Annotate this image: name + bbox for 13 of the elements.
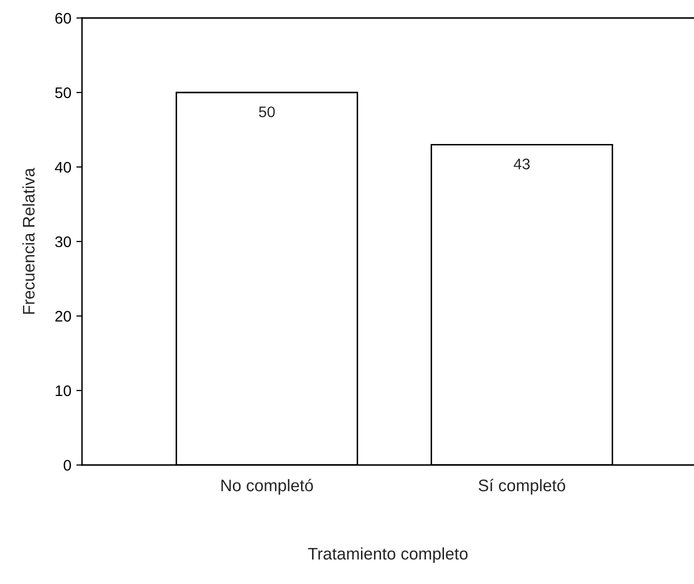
- y-axis-title: Frecuencia Relativa: [22, 168, 35, 314]
- y-tick-label: 0: [64, 460, 71, 471]
- data-label: 43: [514, 158, 530, 170]
- y-tick-label: 10: [56, 385, 71, 396]
- y-tick-label: 50: [55, 87, 71, 98]
- x-tick-label: No completó: [221, 478, 313, 495]
- x-axis-title: Tratamiento completo: [308, 547, 468, 563]
- y-tick-label: 20: [55, 310, 71, 322]
- y-tick-label: 30: [55, 236, 71, 248]
- y-tick-label: 60: [55, 12, 71, 24]
- y-tick-label: 40: [54, 162, 71, 173]
- data-label: 50: [258, 106, 275, 118]
- x-tick-label: Sí completó: [478, 478, 566, 495]
